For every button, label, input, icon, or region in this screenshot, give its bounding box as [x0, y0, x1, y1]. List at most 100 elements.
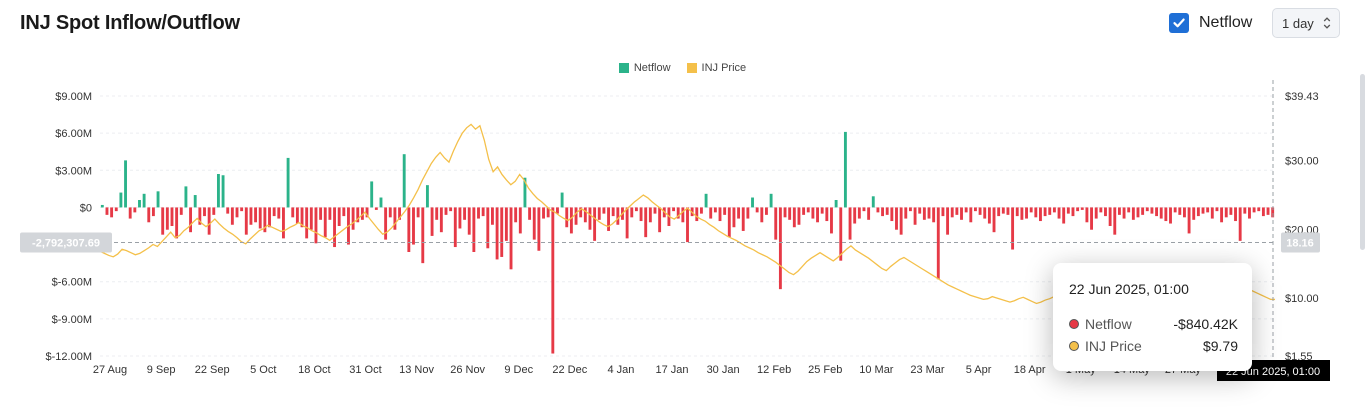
netflow-bar	[1080, 207, 1084, 210]
netflow-bar	[871, 196, 875, 208]
netflow-bar	[974, 207, 977, 212]
netflow-bar	[1173, 207, 1177, 213]
netflow-bar	[314, 207, 318, 244]
netflow-bar	[393, 207, 397, 230]
netflow-bar	[179, 207, 183, 215]
netflow-bar	[546, 207, 550, 218]
netflow-bar	[1150, 207, 1154, 214]
netflow-bar	[607, 207, 610, 231]
x-tick-label: 27 Aug	[93, 364, 127, 376]
netflow-bar	[1011, 207, 1015, 250]
netflow-bar	[435, 207, 439, 220]
netflow-bar	[895, 207, 898, 230]
netflow-bar	[556, 207, 559, 214]
netflow-bar	[1025, 207, 1028, 219]
netflow-bar	[765, 207, 768, 215]
netflow-bar	[328, 207, 332, 220]
netflow-bar	[128, 207, 132, 219]
netflow-toggle[interactable]: Netflow	[1169, 13, 1252, 33]
netflow-toggle-label: Netflow	[1199, 14, 1253, 31]
interval-select[interactable]: 1 day	[1272, 8, 1340, 38]
netflow-bar	[792, 207, 796, 228]
netflow-bar	[969, 207, 973, 223]
netflow-bar	[300, 207, 304, 228]
netflow-bar	[1229, 207, 1233, 215]
chevron-up-down-icon	[1323, 17, 1331, 29]
netflow-bar	[467, 207, 471, 235]
scrollbar[interactable]	[1360, 74, 1365, 250]
netflow-bar	[560, 192, 564, 208]
netflow-bar	[741, 207, 745, 231]
netflow-bar	[388, 207, 392, 218]
netflow-bar	[1196, 207, 1200, 217]
netflow-bar	[1020, 207, 1024, 220]
netflow-bar	[1122, 207, 1126, 219]
netflow-bar	[830, 207, 833, 234]
netflow-bar	[156, 191, 160, 208]
netflow-bar	[727, 207, 731, 238]
netflow-bar	[1234, 207, 1237, 222]
netflow-bar	[1076, 207, 1080, 212]
netflow-bar	[407, 207, 411, 252]
netflow-bar	[918, 207, 922, 214]
netflow-bar	[1043, 207, 1047, 217]
netflow-bar	[597, 207, 601, 220]
netflow-bar	[686, 207, 689, 243]
netflow-bar	[481, 207, 485, 217]
netflow-bar	[430, 207, 434, 236]
netflow-bar	[648, 207, 652, 223]
x-tick-label: 4 Jan	[607, 364, 634, 376]
netflow-bar	[268, 207, 271, 228]
netflow-bar	[843, 131, 847, 208]
netflow-bar	[1085, 207, 1089, 223]
netflow-bar	[1238, 207, 1242, 241]
netflow-bar	[1183, 207, 1186, 218]
netflow-bar	[1141, 207, 1145, 215]
legend-swatch-netflow	[618, 63, 629, 73]
netflow-bar	[1248, 207, 1251, 219]
netflow-bar	[1215, 207, 1219, 212]
netflow-bar	[203, 207, 206, 217]
netflow-bar	[769, 193, 773, 208]
netflow-bar	[240, 207, 244, 212]
netflow-bar	[983, 207, 987, 219]
legend-item-netflow[interactable]: Netflow	[618, 62, 671, 74]
left-tick-label: $6.00M	[55, 128, 92, 140]
legend-item-inj-price[interactable]: INJ Price	[686, 62, 746, 74]
tooltip-row-inj-price: INJ Price $9.79	[1069, 335, 1238, 357]
netflow-bar	[351, 207, 355, 230]
netflow-bar	[119, 192, 123, 208]
netflow-bar	[263, 207, 267, 233]
netflow-bar	[876, 207, 880, 213]
netflow-bar	[927, 207, 931, 219]
netflow-bar	[514, 207, 518, 223]
netflow-bar	[1001, 207, 1005, 214]
netflow-bar	[946, 207, 950, 235]
crosshair-left-value: -2,792,307.69	[32, 238, 100, 250]
netflow-bar	[309, 207, 313, 230]
netflow-bar	[1206, 207, 1210, 213]
netflow-bar	[1048, 207, 1052, 215]
x-tick-label: 17 Jan	[655, 364, 688, 376]
netflow-bar	[1104, 207, 1107, 217]
netflow-bar	[579, 207, 583, 218]
netflow-bar	[509, 207, 513, 270]
netflow-bar	[198, 207, 202, 225]
netflow-bar	[425, 185, 429, 208]
netflow-bar	[890, 207, 894, 222]
netflow-bar	[258, 207, 262, 229]
netflow-bar	[212, 207, 216, 215]
netflow-bar	[477, 207, 480, 219]
left-tick-label: $9.00M	[55, 91, 92, 103]
left-axis: $9.00M $6.00M $3.00M $0 $-6.00M $-9.00M $-12.0…	[46, 91, 92, 363]
netflow-bar	[1169, 207, 1172, 224]
netflow-bar	[504, 207, 508, 241]
netflow-checkbox[interactable]	[1169, 13, 1189, 33]
netflow-bar	[439, 207, 443, 233]
netflow-bar	[593, 207, 597, 241]
netflow-bar	[221, 175, 225, 208]
netflow-bar	[374, 207, 378, 210]
netflow-bar	[788, 207, 792, 220]
netflow-bar	[295, 207, 299, 224]
netflow-bar	[184, 186, 188, 208]
